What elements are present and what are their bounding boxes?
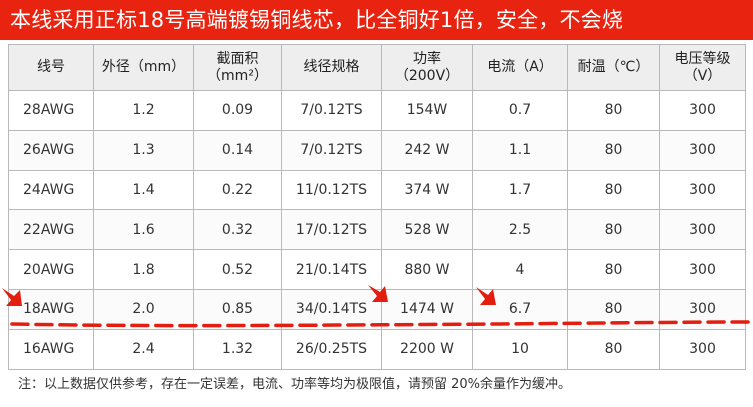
cell-temperature: 80 xyxy=(567,249,660,290)
cell-temperature: 80 xyxy=(567,288,660,330)
cell-power: 528 W xyxy=(381,209,473,251)
table-row: 20AWG 1.8 0.52 21/0.14TS 880 W 4 80 300 xyxy=(8,249,746,290)
cell-current: 4 xyxy=(472,249,568,290)
cell-power: 2200 W xyxy=(381,328,473,370)
cell-area: 0.14 xyxy=(193,129,282,171)
cell-voltage: 300 xyxy=(659,169,746,211)
cell-diameter: 2.4 xyxy=(93,328,194,370)
cell-diameter: 1.8 xyxy=(93,249,194,290)
cell-diameter: 1.6 xyxy=(93,209,194,251)
cell-area: 0.32 xyxy=(193,209,282,251)
table-row-highlighted: 18AWG 2.0 0.85 34/0.14TS 1474 W 6.7 80 3… xyxy=(8,288,746,330)
header-temperature: 耐温（℃） xyxy=(567,44,660,91)
cell-voltage: 300 xyxy=(659,249,746,290)
header-cross-section: 截面积 （mm²） xyxy=(193,44,282,91)
cell-voltage: 300 xyxy=(659,288,746,330)
cell-temperature: 80 xyxy=(567,169,660,211)
cell-diameter: 1.2 xyxy=(93,90,194,131)
cell-voltage: 300 xyxy=(659,90,746,131)
cell-power: 880 W xyxy=(381,249,473,290)
cell-strand: 17/0.12TS xyxy=(281,209,382,251)
cell-gauge: 18AWG xyxy=(8,288,94,330)
cell-strand: 7/0.12TS xyxy=(281,90,382,131)
cell-gauge: 20AWG xyxy=(8,249,94,290)
cell-power: 1474 W xyxy=(381,288,473,330)
cell-area: 0.85 xyxy=(193,288,282,330)
cell-voltage: 300 xyxy=(659,129,746,171)
table-row: 22AWG 1.6 0.32 17/0.12TS 528 W 2.5 80 30… xyxy=(8,209,746,251)
header-current: 电流（A） xyxy=(472,44,568,91)
cell-strand: 26/0.25TS xyxy=(281,328,382,370)
cell-gauge: 24AWG xyxy=(8,169,94,211)
cell-temperature: 80 xyxy=(567,209,660,251)
cell-temperature: 80 xyxy=(567,90,660,131)
cell-current: 2.5 xyxy=(472,209,568,251)
header-outer-diameter: 外径（mm） xyxy=(93,44,194,91)
cell-power: 154W xyxy=(381,90,473,131)
cell-strand: 34/0.14TS xyxy=(281,288,382,330)
banner-title: 本线采用正标18号高端镀锡铜线芯，比全铜好1倍，安全，不会烧 xyxy=(0,0,753,40)
cell-temperature: 80 xyxy=(567,129,660,171)
cell-current: 1.1 xyxy=(472,129,568,171)
cell-power: 374 W xyxy=(381,169,473,211)
header-voltage: 电压等级 （V） xyxy=(659,44,746,91)
table-row: 28AWG 1.2 0.09 7/0.12TS 154W 0.7 80 300 xyxy=(8,90,746,131)
footnote: 注：以上数据仅供参考，存在一定误差，电流、功率等均为极限值，请预留 20%余量作… xyxy=(18,377,572,392)
cell-area: 1.32 xyxy=(193,328,282,370)
cell-strand: 11/0.12TS xyxy=(281,169,382,211)
header-strand-spec: 线径规格 xyxy=(281,44,382,91)
cell-current: 10 xyxy=(472,328,568,370)
cell-current: 0.7 xyxy=(472,90,568,131)
cell-diameter: 1.4 xyxy=(93,169,194,211)
cell-gauge: 22AWG xyxy=(8,209,94,251)
cell-temperature: 80 xyxy=(567,328,660,370)
cell-current: 6.7 xyxy=(472,288,568,330)
cell-voltage: 300 xyxy=(659,209,746,251)
cell-diameter: 1.3 xyxy=(93,129,194,171)
table-row: 26AWG 1.3 0.14 7/0.12TS 242 W 1.1 80 300 xyxy=(8,129,746,171)
cell-strand: 21/0.14TS xyxy=(281,249,382,290)
cell-current: 1.7 xyxy=(472,169,568,211)
cell-area: 0.52 xyxy=(193,249,282,290)
cell-gauge: 28AWG xyxy=(8,90,94,131)
header-power: 功率 （200V） xyxy=(381,44,473,91)
cell-gauge: 16AWG xyxy=(8,328,94,370)
table-row: 16AWG 2.4 1.32 26/0.25TS 2200 W 10 80 30… xyxy=(8,328,746,370)
cell-voltage: 300 xyxy=(659,328,746,370)
cell-gauge: 26AWG xyxy=(8,129,94,171)
cell-area: 0.09 xyxy=(193,90,282,131)
header-wire-gauge: 线号 xyxy=(8,44,94,91)
cell-area: 0.22 xyxy=(193,169,282,211)
cell-strand: 7/0.12TS xyxy=(281,129,382,171)
cell-power: 242 W xyxy=(381,129,473,171)
table-row: 24AWG 1.4 0.22 11/0.12TS 374 W 1.7 80 30… xyxy=(8,169,746,211)
table-header-row: 线号 外径（mm） 截面积 （mm²） 线径规格 功率 （200V） 电流（A） 耐… xyxy=(8,44,746,91)
cell-diameter: 2.0 xyxy=(93,288,194,330)
wire-spec-table: 线号 外径（mm） 截面积 （mm²） 线径规格 功率 （200V） 电流（A） 耐… xyxy=(8,44,746,370)
